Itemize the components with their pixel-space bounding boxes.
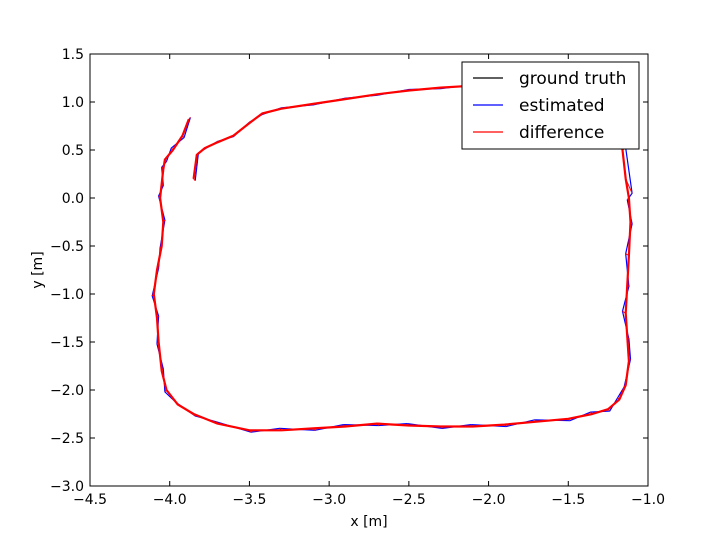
- x-tick-label: −1.0: [631, 492, 665, 508]
- legend-label-estimated: estimated: [519, 96, 605, 116]
- difference-line: [152, 83, 632, 432]
- x-tick-label: −2.5: [392, 492, 426, 508]
- y-tick-label: −1.5: [50, 335, 84, 351]
- y-axis-label: y [m]: [30, 251, 46, 288]
- difference-segments: [151, 83, 633, 433]
- y-tick-label: −2.0: [50, 383, 84, 399]
- plot-area: [151, 83, 633, 433]
- x-tick-label: −4.5: [73, 492, 107, 508]
- x-tick-label: −4.0: [153, 492, 187, 508]
- y-tick-label: −1.0: [50, 287, 84, 303]
- difference-segment: [188, 117, 191, 120]
- y-tick-label: −0.5: [50, 239, 84, 255]
- y-tick-label: −3.0: [50, 479, 84, 495]
- axes-frame: [89, 53, 649, 487]
- x-axis-label: x [m]: [350, 514, 387, 530]
- x-tick-label: −3.0: [312, 492, 346, 508]
- difference-segment: [193, 178, 196, 182]
- legend: ground truth estimated difference: [461, 61, 640, 150]
- x-tick-label: −2.0: [472, 492, 506, 508]
- y-tick-label: 0.5: [62, 143, 84, 159]
- legend-label-difference: difference: [519, 123, 604, 143]
- legend-label-ground-truth: ground truth: [519, 69, 626, 89]
- x-tick-label: −1.5: [551, 492, 585, 508]
- x-tick-label: −3.5: [232, 492, 266, 508]
- y-tick-label: 1.0: [62, 95, 84, 111]
- axis-ticks: −4.5 −4.0 −3.5 −3.0 −2.5 −2.0 −1.5 −1.0 −3.0 −2.5…: [50, 47, 665, 508]
- y-tick-label: −2.5: [50, 431, 84, 447]
- y-tick-label: 0.0: [62, 191, 84, 207]
- y-tick-label: 1.5: [62, 47, 84, 63]
